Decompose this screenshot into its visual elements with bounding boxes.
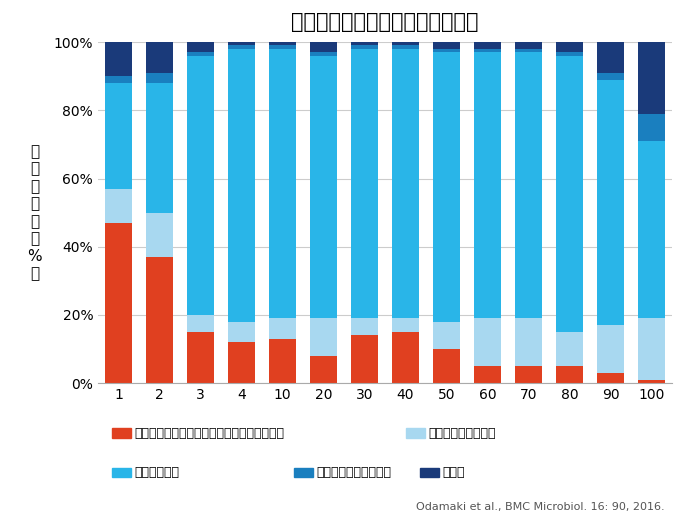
Bar — [474, 49, 501, 53]
Bar — [309, 56, 337, 318]
Bar — [309, 318, 337, 356]
Bar — [638, 318, 666, 380]
Bar — [104, 76, 132, 83]
Bar — [474, 318, 501, 366]
Bar — [228, 45, 256, 49]
Bar — [228, 49, 256, 322]
Bar — [474, 52, 501, 318]
Bar — [391, 49, 419, 318]
Bar — [596, 72, 624, 79]
Bar — [269, 42, 296, 45]
Bar — [269, 45, 296, 49]
Bar — [556, 52, 583, 56]
Bar — [104, 83, 132, 188]
Bar — [514, 366, 542, 383]
Bar — [228, 322, 256, 342]
Bar — [391, 332, 419, 383]
Bar — [269, 339, 296, 383]
Bar — [433, 42, 461, 49]
Bar — [391, 318, 419, 332]
Bar — [187, 315, 214, 332]
Bar — [228, 342, 256, 383]
Bar — [146, 72, 174, 83]
Bar — [638, 380, 666, 383]
Bar — [309, 52, 337, 56]
Text: 相
対
存
在
量
（
%
）: 相 対 存 在 量 （ % ） — [27, 144, 42, 281]
Bar — [351, 49, 379, 318]
Bar — [391, 45, 419, 49]
Bar — [228, 42, 256, 45]
Bar — [638, 113, 666, 141]
Bar — [638, 42, 666, 113]
Bar — [514, 318, 542, 366]
Bar — [269, 318, 296, 339]
Bar — [351, 45, 379, 49]
Bar — [187, 52, 214, 56]
Bar — [556, 56, 583, 332]
Bar — [474, 366, 501, 383]
Bar — [104, 223, 132, 383]
Bar — [433, 49, 461, 53]
Text: バクテロイドータ門: バクテロイドータ門 — [428, 427, 496, 439]
Bar — [269, 49, 296, 318]
Bar — [638, 141, 666, 318]
Bar — [146, 257, 174, 383]
Text: Odamaki et al., BMC Microbiol. 16: 90, 2016.: Odamaki et al., BMC Microbiol. 16: 90, 2… — [416, 501, 665, 512]
Text: シュードモナドータ門: シュードモナドータ門 — [316, 466, 391, 479]
Text: アクチノマイセトータ門（ビフィズス菌等）: アクチノマイセトータ門（ビフィズス菌等） — [134, 427, 284, 439]
Bar — [146, 42, 174, 72]
Bar — [146, 83, 174, 213]
Bar — [474, 42, 501, 49]
Bar — [433, 322, 461, 349]
Bar — [104, 188, 132, 223]
Bar — [596, 373, 624, 383]
Bar — [309, 356, 337, 383]
Bar — [187, 332, 214, 383]
Bar — [433, 52, 461, 322]
Bar — [391, 42, 419, 45]
Bar — [556, 42, 583, 52]
Bar — [556, 366, 583, 383]
Text: その他: その他 — [442, 466, 465, 479]
Bar — [514, 49, 542, 53]
Bar — [351, 42, 379, 45]
Title: 加齢に伴う腸内細菌叢組成の変化: 加齢に伴う腸内細菌叢組成の変化 — [291, 12, 479, 32]
Bar — [351, 318, 379, 335]
Bar — [351, 335, 379, 383]
Bar — [104, 42, 132, 76]
Bar — [514, 52, 542, 318]
Bar — [309, 42, 337, 52]
Bar — [187, 56, 214, 315]
Bar — [596, 80, 624, 325]
Bar — [187, 42, 214, 52]
Bar — [146, 213, 174, 257]
Bar — [514, 42, 542, 49]
Bar — [433, 349, 461, 383]
Text: バチロータ門: バチロータ門 — [134, 466, 179, 479]
Bar — [596, 42, 624, 72]
Bar — [596, 325, 624, 373]
Bar — [556, 332, 583, 366]
